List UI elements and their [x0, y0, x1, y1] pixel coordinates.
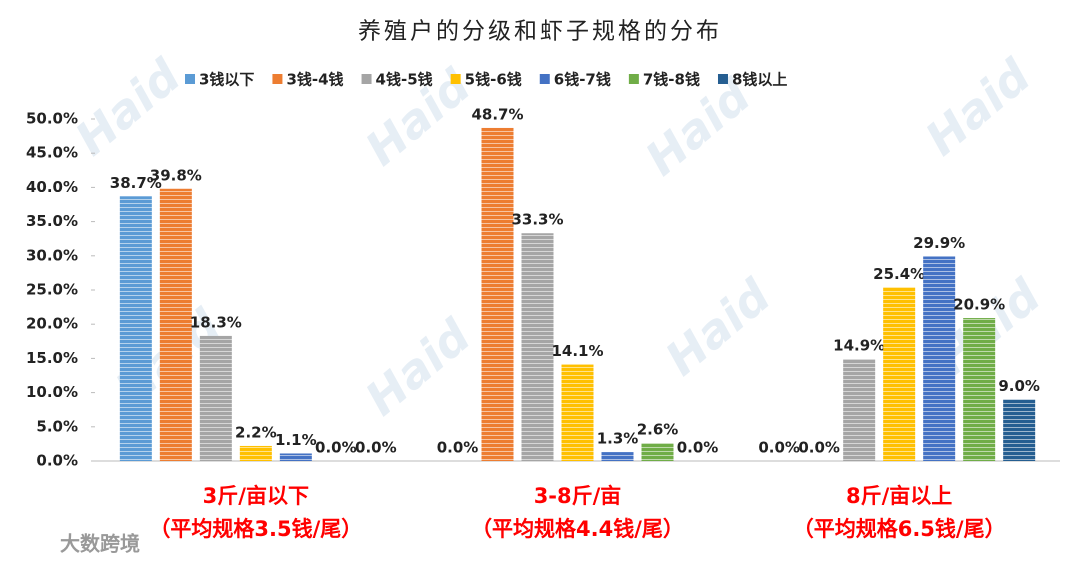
legend-label: 8钱以上 [732, 71, 787, 89]
legend-swatch [628, 74, 639, 84]
y-tick-label: 10.0% [26, 383, 78, 401]
x-tick-label: 3-8斤/亩 [534, 484, 622, 508]
bar [199, 335, 232, 461]
value-label: 1.1% [275, 431, 317, 449]
x-tick-label: （平均规格4.4钱/尾） [471, 517, 684, 541]
value-label: 48.7% [471, 105, 523, 123]
bar [481, 127, 514, 461]
legend-swatch [185, 74, 195, 84]
y-tick-label: 35.0% [26, 212, 78, 230]
value-label: 0.0% [437, 439, 479, 457]
x-tick-label: （平均规格6.5钱/尾） [793, 517, 1006, 541]
legend-swatch [272, 74, 283, 84]
y-tick-label: 15.0% [26, 349, 78, 367]
bar [601, 452, 634, 461]
value-label: 38.7% [110, 174, 162, 192]
value-label: 20.9% [953, 296, 1005, 314]
legend-swatch [450, 74, 461, 84]
value-label: 9.0% [998, 377, 1040, 395]
value-label: 1.3% [597, 430, 639, 448]
value-label: 18.3% [190, 313, 242, 331]
value-label: 14.9% [833, 337, 885, 355]
bar [561, 364, 594, 461]
legend-label: 5钱-6钱 [465, 71, 522, 89]
value-label: 39.8% [150, 166, 202, 184]
bar [239, 445, 272, 461]
value-label: 2.2% [235, 423, 277, 441]
bar [641, 443, 674, 461]
bar [923, 256, 956, 461]
y-tick-label: 40.0% [26, 178, 78, 196]
bar [119, 196, 152, 462]
legend-label: 6钱-7钱 [554, 71, 611, 89]
watermark-logo: Haid [355, 308, 481, 426]
y-tick-label: 45.0% [26, 144, 78, 162]
y-tick-label: 20.0% [26, 315, 78, 333]
y-tick-label: 5.0% [36, 417, 78, 435]
value-label: 29.9% [913, 234, 965, 252]
legend-label: 3钱以下 [199, 71, 254, 89]
chart-title: 养殖户的分级和虾子规格的分布 [358, 19, 722, 45]
value-label: 14.1% [551, 342, 603, 360]
legend-label: 7钱-8钱 [643, 71, 700, 89]
bar [843, 359, 876, 461]
legend-label: 3钱-4钱 [286, 71, 343, 89]
watermark: 大数跨境 [60, 532, 140, 556]
y-tick-label: 30.0% [26, 246, 78, 264]
x-tick-label: 8斤/亩以上 [846, 484, 952, 508]
value-label: 2.6% [637, 421, 679, 439]
bar [883, 287, 916, 461]
watermark-logo: Haid [65, 48, 191, 166]
value-label: 0.0% [758, 439, 800, 457]
value-label: 25.4% [873, 265, 925, 283]
y-tick-label: 25.0% [26, 281, 78, 299]
bar [1003, 399, 1036, 461]
value-label: 0.0% [355, 439, 397, 457]
bar [521, 233, 554, 461]
value-label: 0.0% [677, 439, 719, 457]
watermark-logo: Haid [655, 268, 781, 386]
y-tick-label: 0.0% [36, 452, 78, 470]
value-label: 33.3% [511, 211, 563, 229]
watermark-logo: Haid [915, 48, 1041, 166]
bar [159, 188, 192, 461]
value-label: 0.0% [798, 439, 840, 457]
legend-swatch [717, 74, 728, 84]
y-tick-label: 50.0% [26, 110, 78, 128]
legend-swatch [539, 74, 550, 84]
value-label: 0.0% [315, 439, 357, 457]
bar [963, 318, 996, 461]
bar [279, 453, 312, 461]
x-tick-label: （平均规格3.5钱/尾） [149, 517, 362, 541]
legend-label: 4钱-5钱 [376, 71, 433, 89]
x-tick-label: 3斤/亩以下 [203, 484, 309, 508]
legend-swatch [361, 74, 372, 84]
